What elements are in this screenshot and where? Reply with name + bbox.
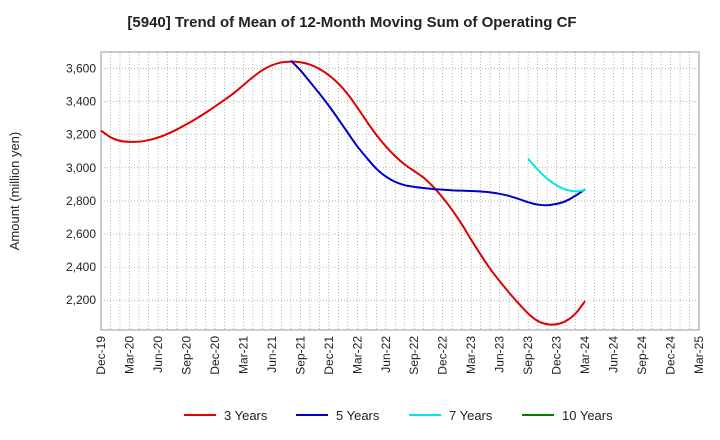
- legend-label: 3 Years: [224, 408, 268, 423]
- x-tick-label: Mar-22: [350, 336, 364, 374]
- series-line-3-years: [100, 60, 586, 326]
- y-tick-label: 2,800: [66, 194, 96, 208]
- plot-area: [100, 51, 700, 331]
- chart-title: [5940] Trend of Mean of 12-Month Moving …: [127, 14, 576, 31]
- x-tick-label: Mar-25: [692, 336, 706, 374]
- horizontal-gridlines: [101, 68, 699, 301]
- legend-label: 5 Years: [336, 408, 380, 423]
- x-tick-label: Jun-20: [151, 336, 165, 373]
- plot-frame: [100, 51, 700, 331]
- x-tick-label: Mar-21: [236, 336, 250, 374]
- y-tick-label: 2,600: [66, 227, 96, 241]
- x-tick-label: Sep-24: [635, 336, 649, 375]
- x-tick-label: Jun-23: [493, 336, 507, 373]
- x-tick-label: Mar-20: [122, 336, 136, 374]
- legend-label: 10 Years: [562, 408, 613, 423]
- x-tick-label: Dec-19: [94, 336, 108, 375]
- y-tick-label: 2,200: [66, 293, 96, 307]
- x-tick-label: Sep-21: [293, 336, 307, 375]
- x-tick-label: Jun-24: [607, 336, 621, 373]
- y-tick-label: 2,400: [66, 260, 96, 274]
- x-tick-label: Jun-21: [265, 336, 279, 373]
- y-tick-label: 3,000: [66, 161, 96, 175]
- y-axis-label: Amount (million yen): [7, 132, 22, 251]
- y-tick-label: 3,200: [66, 128, 96, 142]
- series-lines: [100, 59, 586, 326]
- x-tick-label: Sep-22: [407, 336, 421, 375]
- y-tick-label: 3,600: [66, 62, 96, 76]
- x-tick-label: Sep-20: [179, 336, 193, 375]
- x-tick-label: Dec-22: [436, 336, 450, 375]
- y-tick-label: 3,400: [66, 95, 96, 109]
- x-tick-label: Dec-20: [208, 336, 222, 375]
- x-tick-label: Mar-24: [578, 336, 592, 374]
- x-tick-label: Sep-23: [521, 336, 535, 375]
- x-tick-label: Jun-22: [379, 336, 393, 373]
- x-tick-label: Dec-23: [550, 336, 564, 375]
- legend: 3 Years 5 Years 7 Years 10 Years: [184, 408, 613, 423]
- x-tick-label: Dec-21: [322, 336, 336, 375]
- x-tick-labels: Dec-19 Mar-20 Jun-20 Sep-20 Dec-20 Mar-21 Jun-…: [94, 336, 706, 375]
- y-tick-labels: 2,200 2,400 2,600 2,800 3,000 3,200 3,400 3,600: [66, 62, 96, 308]
- series-line-5-years: [290, 59, 586, 207]
- x-tick-label: Mar-23: [464, 336, 478, 374]
- vertical-gridlines: [110, 52, 690, 330]
- legend-label: 7 Years: [449, 408, 493, 423]
- x-tick-label: Dec-24: [664, 336, 678, 375]
- series-line-7-years: [527, 158, 586, 193]
